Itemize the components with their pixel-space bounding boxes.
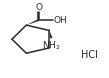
Text: HCl: HCl	[81, 50, 98, 60]
Text: NH$_2$: NH$_2$	[42, 39, 61, 52]
Polygon shape	[49, 30, 53, 38]
Text: OH: OH	[53, 16, 67, 25]
Text: O: O	[35, 3, 42, 12]
Polygon shape	[26, 19, 39, 25]
